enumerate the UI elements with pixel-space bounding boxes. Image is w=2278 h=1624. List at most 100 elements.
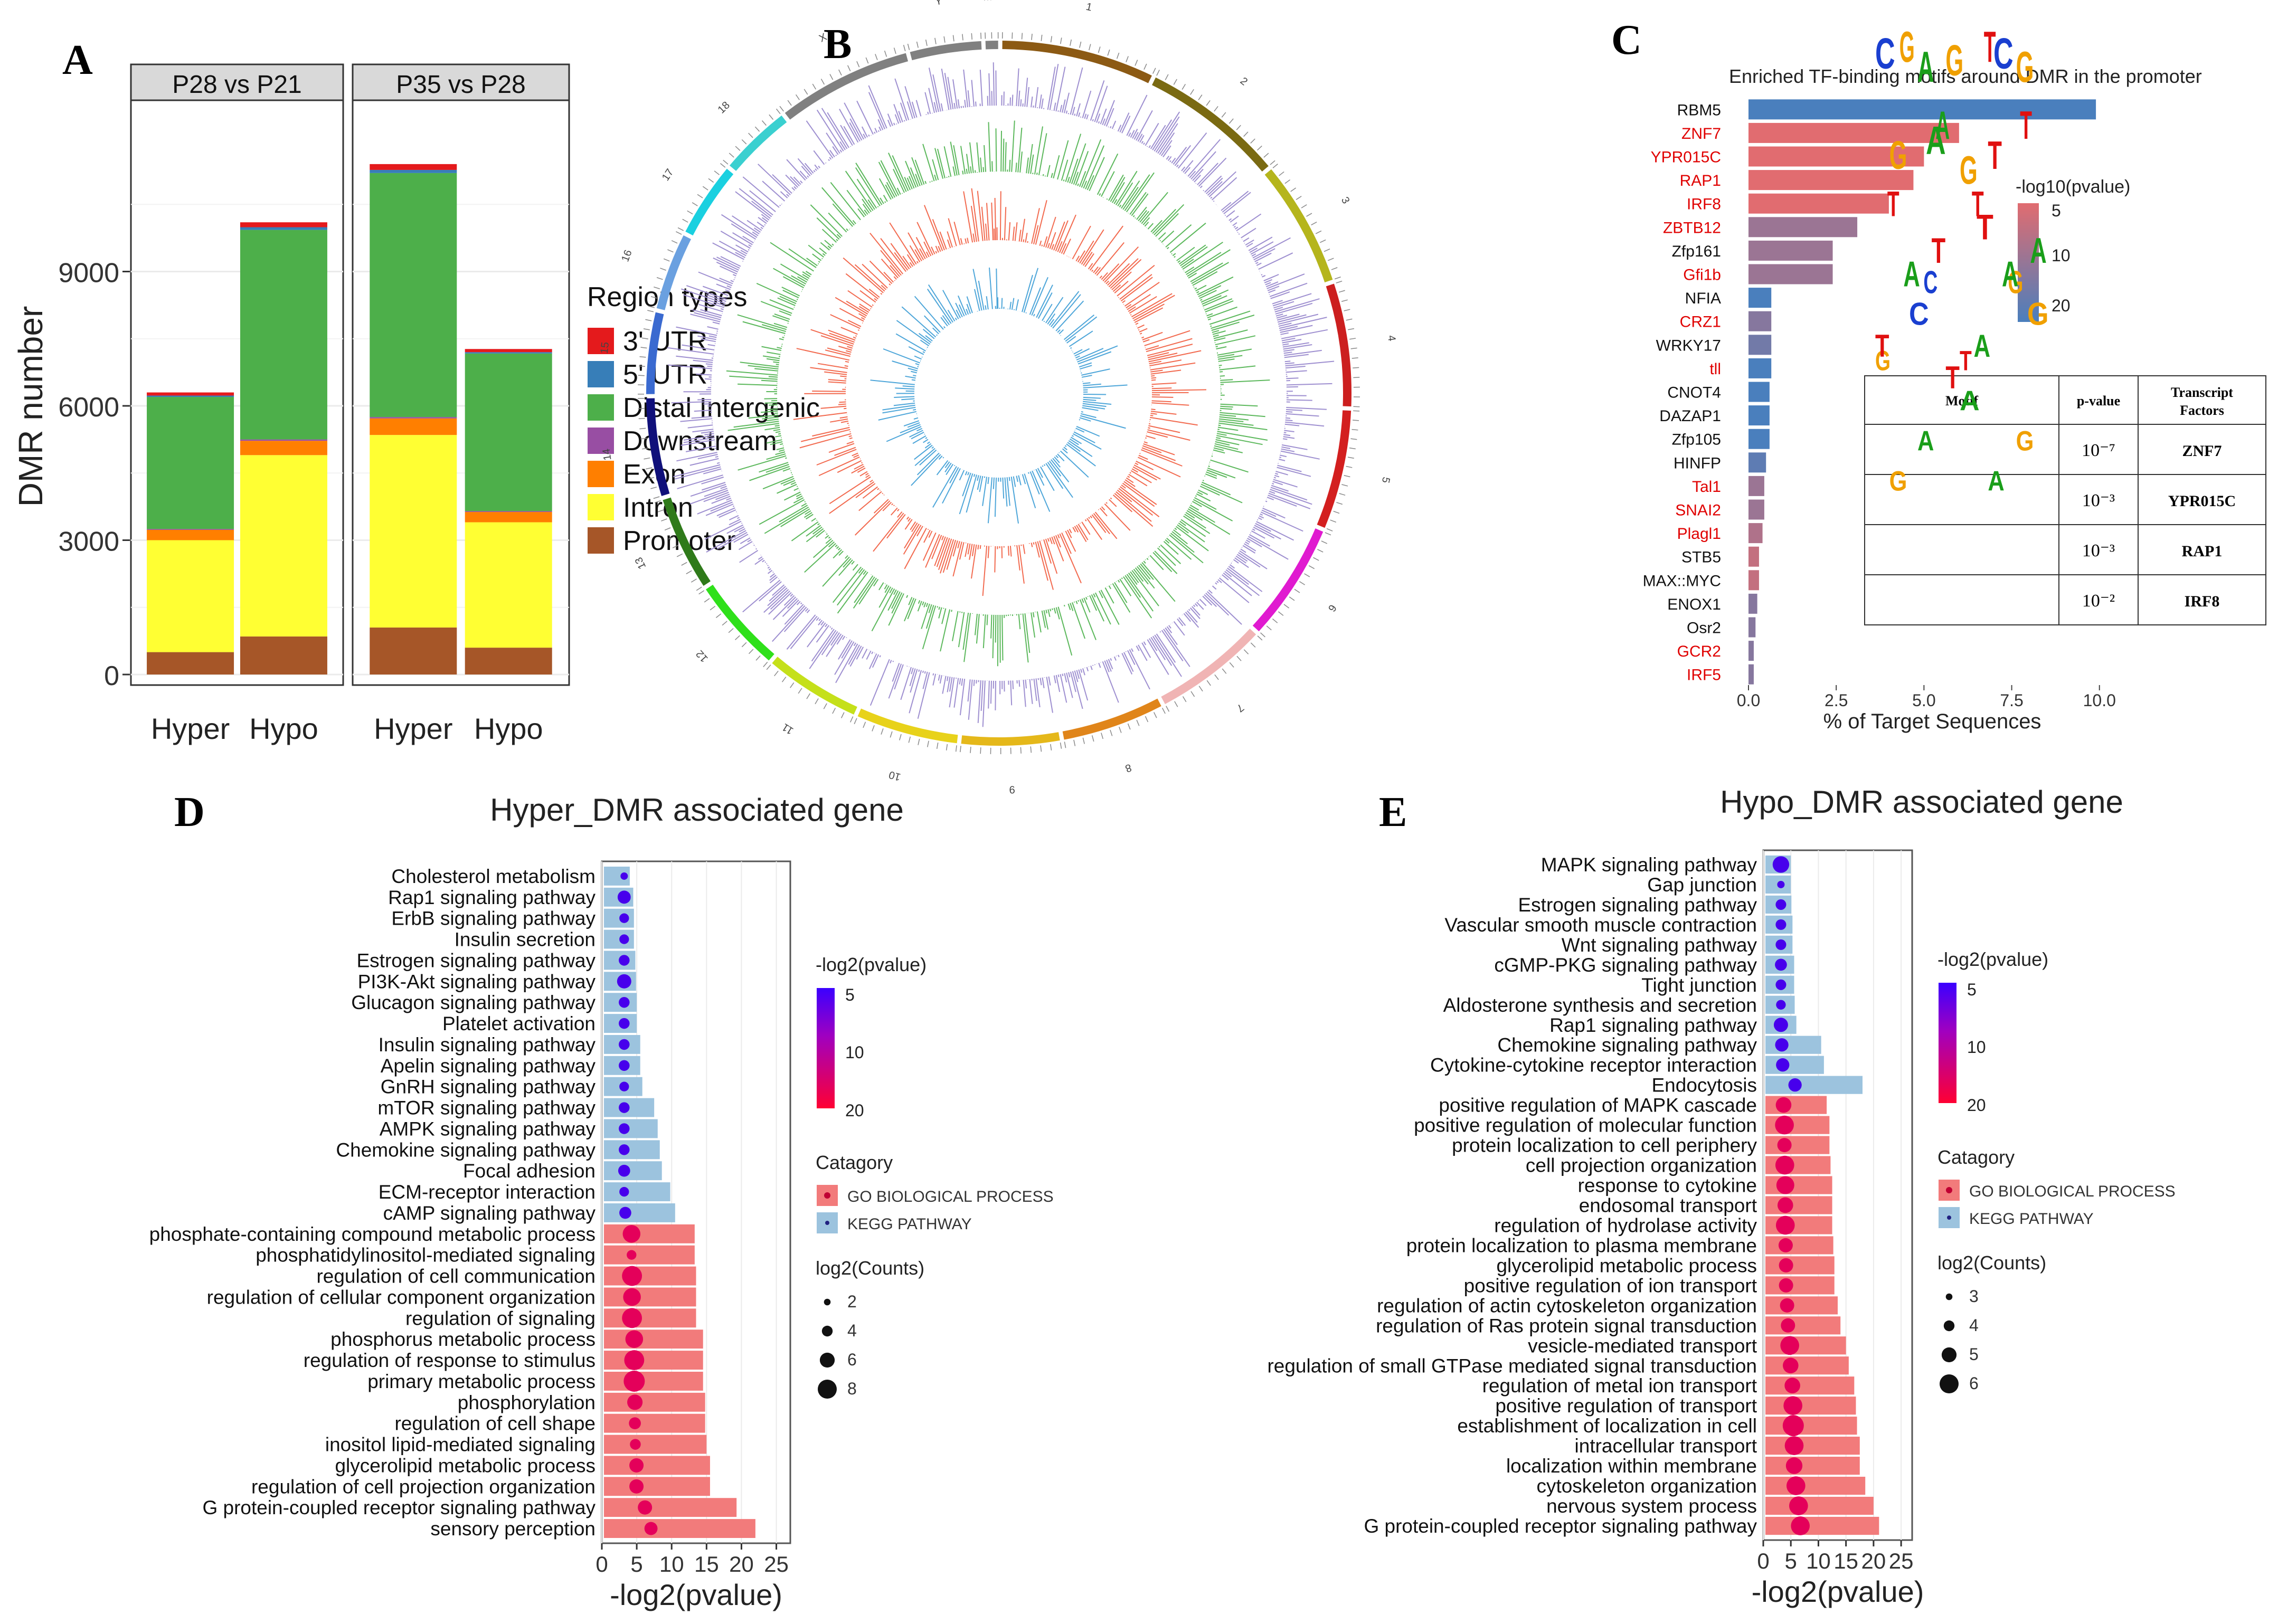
- bar-glycerolipid-metabolic-process: [1765, 1256, 1835, 1275]
- chromosome-tick: [1107, 49, 1110, 56]
- bar-tal1: [1748, 476, 1764, 496]
- bar-segment-distal-intergenic: [240, 230, 327, 440]
- chromosome-tick: [643, 328, 650, 330]
- chromosome-arc-y: [910, 41, 982, 61]
- x-tick-label-hyper: Hyper: [374, 712, 452, 745]
- bar-osr2: [1748, 617, 1756, 638]
- bar-positive-regulation-of-mapk-cascade: [1765, 1096, 1827, 1114]
- y-tick-label-g-protein-coupled-receptor-signaling-pathway: G protein-coupled receptor signaling pat…: [1364, 1515, 1757, 1537]
- chromosome-tick: [1089, 44, 1091, 51]
- chromosome-tick: [1270, 160, 1275, 165]
- chromosome-tick: [806, 693, 810, 699]
- legend-label-5-utr: 5' UTR: [623, 359, 707, 390]
- chromosome-tick: [1079, 41, 1082, 48]
- y-tick-label-vascular-smooth-muscle-contraction: Vascular smooth muscle contraction: [1444, 914, 1757, 936]
- chromosome-arc-16: [656, 235, 691, 310]
- table-pvalue: 10⁻³: [2082, 491, 2115, 510]
- motif-base: G: [1960, 148, 1978, 192]
- motif-base: T: [1977, 207, 1993, 247]
- size-legend-label: 2: [847, 1292, 857, 1311]
- chromosome-label: 1: [1085, 1, 1093, 14]
- chromosome-tick: [1116, 52, 1120, 59]
- chromosome-tick: [899, 734, 902, 740]
- x-axis-label: -log2(pvalue): [1752, 1575, 1924, 1608]
- y-tick-label-establishment-of-localization-in-cell: establishment of localization in cell: [1457, 1415, 1757, 1437]
- chromosome-tick: [1304, 573, 1310, 577]
- chromosome-arc-13: [663, 497, 711, 586]
- chromosome-tick: [1263, 153, 1269, 158]
- chromosome-tick: [875, 54, 878, 60]
- chromosome-tick: [1050, 744, 1052, 751]
- point-camp-signaling-pathway: [619, 1207, 631, 1219]
- chromosome-arc-4: [1326, 283, 1351, 407]
- chromosome-label: 16: [619, 248, 634, 263]
- chromosome-tick: [1173, 79, 1177, 85]
- bar-primary-metabolic-process: [604, 1371, 703, 1391]
- point-establishment-of-localization-in-cell: [1782, 1415, 1804, 1437]
- chromosome-tick: [840, 712, 845, 718]
- y-tick-label-regulation-of-actin-cytoskeleton-organization: regulation of actin cytoskeleton organiz…: [1377, 1295, 1757, 1316]
- motif-base: C: [1993, 30, 2014, 78]
- table-pvalue: 10⁻²: [2082, 591, 2115, 611]
- panel-c-motif-bar-chart: Enriched TF-binding motifs around DMR in…: [1643, 22, 2266, 733]
- chromosome-tick: [1101, 733, 1104, 739]
- chromosome-tick: [696, 586, 702, 591]
- bar-regulation-of-metal-ion-transport: [1765, 1376, 1855, 1395]
- table-tf: YPR015C: [2168, 492, 2236, 510]
- bar-erbb-signaling-pathway: [604, 908, 634, 928]
- point-phosphorylation: [627, 1394, 643, 1410]
- y-tick-label-apelin-signaling-pathway: Apelin signaling pathway: [381, 1055, 596, 1077]
- chromosome-tick: [1206, 680, 1211, 686]
- chromosome-tick: [1336, 280, 1343, 283]
- legend-swatch-intron: [587, 493, 615, 521]
- chromosome-tick: [1064, 742, 1066, 748]
- point-cytokine-cytokine-receptor-interaction: [1776, 1058, 1790, 1072]
- y-tick-label-estrogen-signaling-pathway: Estrogen signaling pathway: [356, 949, 596, 971]
- color-legend-tick: 5: [845, 985, 855, 1004]
- chromosome-tick: [812, 83, 817, 90]
- chromosome-tick: [1306, 213, 1312, 217]
- point-primary-metabolic-process: [623, 1370, 645, 1392]
- chromosome-tick: [1353, 420, 1359, 421]
- bar-regulation-of-hydrolase-activity: [1765, 1216, 1832, 1234]
- chromosome-tick: [1324, 249, 1330, 252]
- bar-gfi1b: [1748, 264, 1833, 284]
- facet-strip: [130, 63, 344, 101]
- size-legend-label: 5: [1969, 1345, 1979, 1364]
- bar-protein-localization-to-cell-periphery: [1765, 1136, 1830, 1154]
- chromosome-tick: [769, 114, 774, 120]
- chromosome-tick: [648, 477, 655, 480]
- bar-plagl1: [1748, 523, 1763, 544]
- bar-segment-distal-intergenic: [147, 397, 234, 529]
- chromosome-tick: [872, 725, 875, 732]
- chromosome-tick: [936, 742, 939, 749]
- y-tick-label-regulation-of-hydrolase-activity: regulation of hydrolase activity: [1494, 1214, 1757, 1236]
- bar-segment-exon: [465, 512, 552, 523]
- chromosome-tick: [1165, 74, 1169, 80]
- point-positive-regulation-of-transport: [1783, 1396, 1802, 1416]
- bar-segment-5-utr: [240, 227, 327, 230]
- chromosome-tick: [697, 194, 703, 198]
- chromosome-arc-6: [1252, 528, 1324, 632]
- y-tick-label-response-to-cytokine: response to cytokine: [1578, 1175, 1757, 1196]
- bar-snai2: [1748, 499, 1764, 520]
- x-tick-label: 25: [1889, 1549, 1914, 1573]
- bar-segment-promoter: [370, 627, 457, 675]
- x-tick-label: 0: [1757, 1549, 1769, 1573]
- y-tick-label-cgmp-pkg-signaling-pathway: cGMP-PKG signaling pathway: [1494, 954, 1757, 976]
- motif-base: A: [1960, 386, 1980, 416]
- y-tick-label-glycerolipid-metabolic-process: glycerolipid metabolic process: [1496, 1255, 1757, 1276]
- chromosome-tick: [1348, 328, 1355, 330]
- motif-table: [1864, 375, 2266, 625]
- chromosome-arc-8: [1062, 698, 1161, 740]
- motif-base: A: [1903, 255, 1920, 295]
- chromosome-tick: [1333, 510, 1340, 514]
- y-tick-label-insulin-signaling-pathway: Insulin signaling pathway: [379, 1034, 596, 1056]
- bar-regulation-of-signaling: [604, 1308, 696, 1328]
- chromosome-tick: [970, 746, 971, 753]
- y-tick-label-cytokine-cytokine-receptor-interaction: Cytokine-cytokine receptor interaction: [1430, 1055, 1757, 1076]
- chromosome-tick: [1190, 691, 1195, 697]
- chromosome-tick: [1136, 719, 1140, 726]
- chromosome-tick: [1250, 138, 1255, 144]
